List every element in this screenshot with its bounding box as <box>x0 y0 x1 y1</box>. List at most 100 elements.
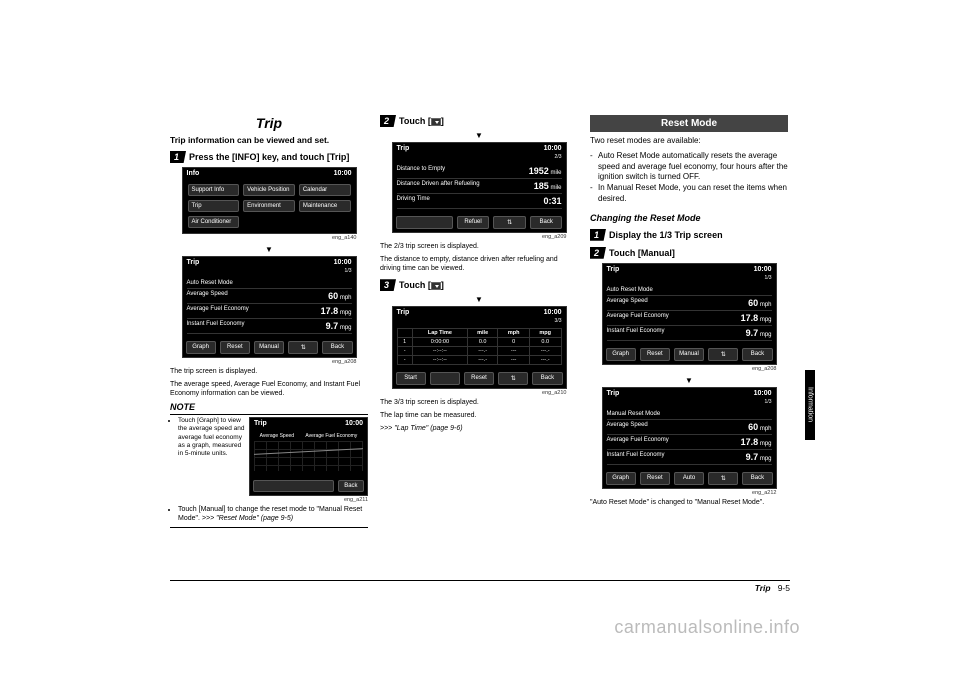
note-ref: >>> "Reset Mode" (page 9-5) <box>202 515 293 522</box>
sc-title: Info <box>187 170 200 177</box>
note-row: Touch [Graph] to view the average speed … <box>170 417 368 505</box>
step-c1: 1Display the 1/3 Trip screen <box>590 229 788 241</box>
step-text: Display the 1/3 Trip screen <box>609 230 723 240</box>
row-unit: mile <box>550 185 561 191</box>
sub-heading: Changing the Reset Mode <box>590 213 788 223</box>
body-text: Two reset modes are available: <box>590 136 788 147</box>
scroll-icon <box>431 282 441 290</box>
note-heading: NOTE <box>170 402 368 412</box>
sc-button: Back <box>742 348 772 361</box>
row-label: Instant Fuel Economy <box>187 321 245 331</box>
sc-clock: 10:00 <box>754 390 772 397</box>
sc-button: Reset <box>220 341 250 354</box>
scroll-button: ⇅ <box>708 472 738 485</box>
th: mph <box>498 329 530 338</box>
row-value: 0:31 <box>543 196 561 206</box>
sc-button: Environment <box>243 200 295 212</box>
row-value: 17.8 <box>321 306 339 316</box>
scroll-button: ⇅ <box>708 348 738 361</box>
row-value: 17.8 <box>741 313 759 323</box>
sc-clock: 10:00 <box>544 145 562 152</box>
step-3: 3Touch [] <box>380 279 578 291</box>
row-label: Average Speed <box>607 422 648 432</box>
sc-button: Manual <box>674 348 704 361</box>
screenshot-info: Info10:00 Support Info Vehicle Position … <box>170 167 368 243</box>
row-label: Average Fuel Economy <box>607 313 669 323</box>
sc-button: Vehicle Position <box>243 184 295 196</box>
step-text: Touch [ <box>399 280 431 290</box>
caption-text: The lap time can be measured. <box>380 411 578 420</box>
td: - <box>397 347 412 356</box>
bullet-text: In Manual Reset Mode, you can reset the … <box>598 183 788 205</box>
sc-button: Graph <box>606 472 636 485</box>
note-bullet: Touch [Graph] to view the average speed … <box>178 417 245 458</box>
step-1-text: Press the [INFO] key, and touch [Trip] <box>189 152 349 162</box>
step-number-2: 2 <box>590 247 606 259</box>
sc-title: Trip <box>607 266 620 273</box>
sc-title: Trip <box>397 309 410 316</box>
sc-button: Support Info <box>188 184 240 196</box>
row-value: 185 <box>534 181 549 191</box>
sc-button: Reset <box>640 348 670 361</box>
td: 0.0 <box>467 338 497 347</box>
watermark: carmanualsonline.info <box>614 617 800 638</box>
sc-title: Trip <box>187 259 200 266</box>
fig-caption: eng_a208 <box>182 359 357 365</box>
down-arrow-icon: ▼ <box>380 295 578 304</box>
screenshot-reset-b: Trip10:00 1/3 Manual Reset Mode Average … <box>590 387 788 498</box>
scroll-button: ⇅ <box>493 216 526 229</box>
row-unit: mpg <box>340 310 352 316</box>
step-text: ] <box>441 280 444 290</box>
row-unit: mpg <box>340 325 352 331</box>
sc-title: Trip <box>397 145 410 152</box>
row-value: 17.8 <box>741 437 759 447</box>
row-label: Instant Fuel Economy <box>607 328 665 338</box>
sc-clock: 10:00 <box>345 420 363 427</box>
reset-mode-heading: Reset Mode <box>590 115 788 132</box>
divider <box>170 527 368 528</box>
graph-area <box>254 441 363 471</box>
column-3: Reset Mode Two reset modes are available… <box>590 115 788 530</box>
screenshot-reset-a: Trip10:00 1/3 Auto Reset Mode Average Sp… <box>590 263 788 374</box>
graph-label: Average Fuel Economy <box>305 433 357 439</box>
step-2: 2Touch [] <box>380 115 578 127</box>
column-2: 2Touch [] ▼ Trip10:00 2/3 Distance to Em… <box>380 115 578 530</box>
fig-caption: eng_a140 <box>182 235 357 241</box>
row-value: 1952 <box>529 166 549 176</box>
row-unit: mpg <box>760 317 772 323</box>
scroll-button: ⇅ <box>498 372 528 385</box>
side-tab: Information <box>805 370 815 440</box>
row-label: Average Speed <box>607 298 648 308</box>
row-label: Average Fuel Economy <box>607 437 669 447</box>
sc-spacer <box>430 372 460 385</box>
row-value: 9.7 <box>746 452 759 462</box>
row-label: Distance to Empty <box>397 166 446 176</box>
row-unit: mpg <box>760 456 772 462</box>
step-number-2: 2 <box>380 115 396 127</box>
sc-button: Start <box>396 372 426 385</box>
row-label: Auto Reset Mode <box>607 287 653 293</box>
td: 0 <box>498 338 530 347</box>
th <box>397 329 412 338</box>
row-value: 60 <box>748 298 758 308</box>
section-title: Trip <box>170 115 368 131</box>
td: --- <box>498 347 530 356</box>
screenshot-trip-1: Trip10:00 1/3 Auto Reset Mode Average Sp… <box>170 256 368 367</box>
td: - <box>397 356 412 365</box>
footer-title: Trip <box>755 583 771 593</box>
screenshot-trip-2: Trip10:00 2/3 Distance to Empty1952 mile… <box>380 142 578 242</box>
step-c2: 2Touch [Manual] <box>590 247 788 259</box>
row-label: Average Fuel Economy <box>187 306 249 316</box>
row-unit: mph <box>340 295 352 301</box>
row-label: Driving Time <box>397 196 430 206</box>
sc-spacer <box>396 216 453 229</box>
scroll-icon <box>431 118 441 126</box>
row-label: Instant Fuel Economy <box>607 452 665 462</box>
down-arrow-icon: ▼ <box>380 131 578 140</box>
row-unit: mile <box>550 170 561 176</box>
fig-caption: eng_a208 <box>602 366 777 372</box>
td: 0.0 <box>529 338 561 347</box>
screenshot-trip-3: Trip10:00 3/3 Lap Timemilemphmpg 10:00:0… <box>380 306 578 398</box>
row-value: 60 <box>748 422 758 432</box>
sc-button: Refuel <box>457 216 490 229</box>
